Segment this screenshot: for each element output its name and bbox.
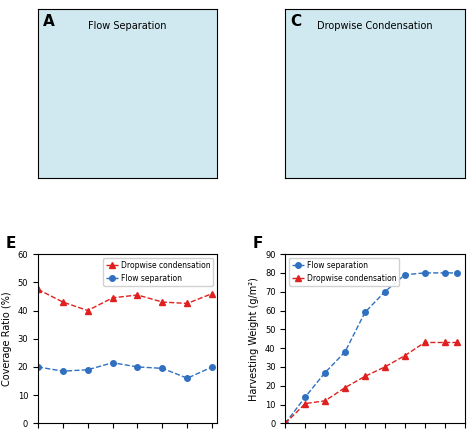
Y-axis label: Harvesting Weight (g/m²): Harvesting Weight (g/m²) bbox=[249, 277, 259, 400]
Dropwise condensation bbox=[362, 374, 368, 379]
Dropwise condensation bbox=[322, 398, 328, 403]
Flow separation bbox=[442, 270, 447, 276]
Dropwise condensation bbox=[60, 299, 66, 305]
Flow separation bbox=[454, 270, 459, 276]
Flow separation bbox=[362, 310, 368, 315]
Text: Dropwise Condensation: Dropwise Condensation bbox=[317, 21, 433, 31]
Dropwise condensation bbox=[442, 340, 447, 345]
Flow separation bbox=[184, 376, 190, 381]
Dropwise condensation bbox=[210, 291, 215, 296]
Text: Flow Separation: Flow Separation bbox=[88, 21, 167, 31]
Dropwise condensation bbox=[35, 287, 41, 292]
Text: E: E bbox=[6, 236, 16, 251]
Flow separation bbox=[342, 349, 348, 355]
Line: Dropwise condensation: Dropwise condensation bbox=[283, 340, 459, 426]
Legend: Flow separation, Dropwise condensation: Flow separation, Dropwise condensation bbox=[289, 258, 400, 286]
Dropwise condensation bbox=[135, 292, 140, 298]
Flow separation bbox=[160, 366, 165, 371]
Flow separation bbox=[110, 360, 116, 365]
Line: Flow separation: Flow separation bbox=[283, 270, 459, 426]
Text: C: C bbox=[291, 14, 302, 29]
Dropwise condensation bbox=[302, 401, 308, 406]
Flow separation bbox=[60, 368, 66, 374]
Dropwise condensation bbox=[422, 340, 428, 345]
Dropwise condensation bbox=[454, 340, 459, 345]
Dropwise condensation bbox=[85, 308, 91, 313]
Line: Flow separation: Flow separation bbox=[35, 360, 215, 381]
Dropwise condensation bbox=[283, 421, 288, 426]
Flow separation bbox=[422, 270, 428, 276]
Flow separation bbox=[283, 421, 288, 426]
Dropwise condensation bbox=[110, 295, 116, 300]
Flow separation bbox=[85, 367, 91, 372]
Flow separation bbox=[35, 364, 41, 369]
Dropwise condensation bbox=[402, 353, 408, 358]
Dropwise condensation bbox=[160, 299, 165, 305]
Flow separation bbox=[322, 370, 328, 375]
Flow separation bbox=[210, 364, 215, 369]
Line: Dropwise condensation: Dropwise condensation bbox=[35, 286, 215, 313]
Dropwise condensation bbox=[382, 364, 388, 369]
Flow separation bbox=[402, 272, 408, 277]
Dropwise condensation bbox=[184, 301, 190, 306]
Legend: Dropwise condensation, Flow separation: Dropwise condensation, Flow separation bbox=[103, 258, 213, 286]
Flow separation bbox=[135, 364, 140, 369]
Text: F: F bbox=[253, 236, 264, 251]
Text: A: A bbox=[43, 14, 55, 29]
Flow separation bbox=[382, 289, 388, 294]
Y-axis label: Coverage Ratio (%): Coverage Ratio (%) bbox=[2, 292, 12, 386]
Flow separation bbox=[302, 394, 308, 400]
Dropwise condensation bbox=[342, 385, 348, 390]
